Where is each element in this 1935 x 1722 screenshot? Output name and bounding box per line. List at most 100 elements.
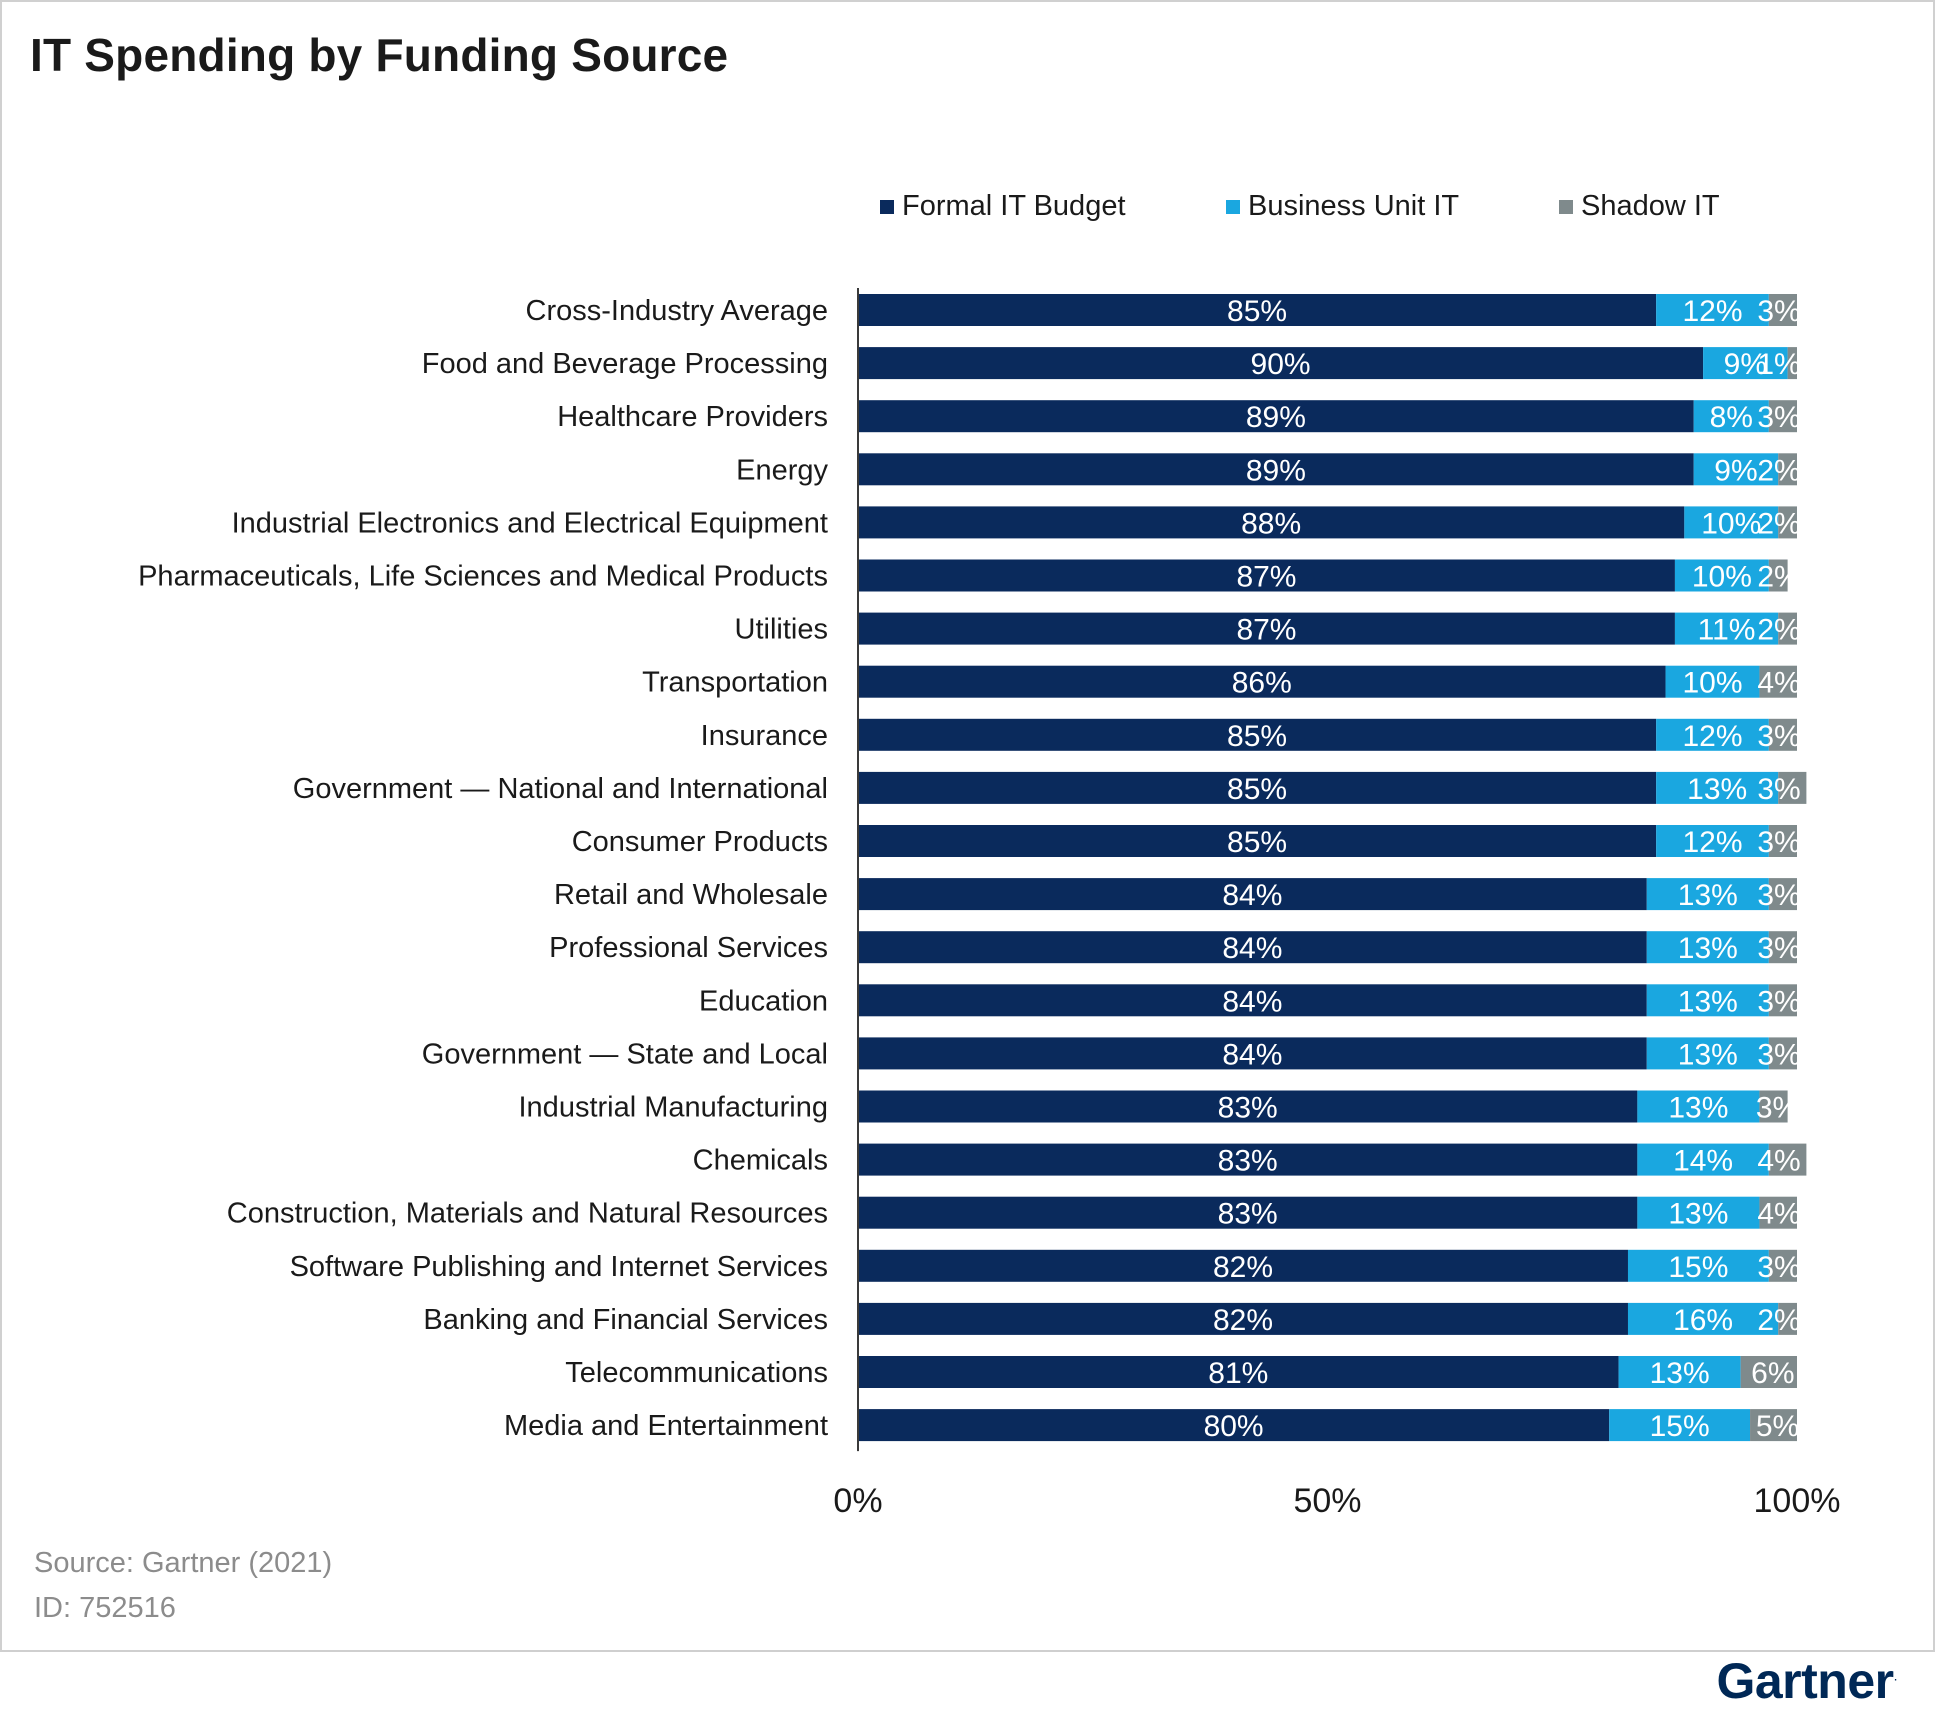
bar-shadow-it-education	[1768, 984, 1797, 1017]
data-label-shadow-it-education: 3%	[1757, 985, 1800, 1018]
category-label-industrial-electronics-and-electrical-equipment: Industrial Electronics and Electrical Eq…	[232, 507, 828, 539]
category-label-media-and-entertainment: Media and Entertainment	[504, 1410, 828, 1442]
bar-business-unit-it-industrial-manufacturing	[1637, 1090, 1760, 1123]
data-label-business-unit-it-cross-industry-average: 12%	[1682, 295, 1742, 328]
bar-business-unit-it-pharmaceuticals-life-sciences-and-medical-products	[1674, 559, 1769, 592]
bar-shadow-it-transportation	[1759, 665, 1797, 698]
data-label-shadow-it-telecommunications: 6%	[1751, 1357, 1794, 1390]
category-label-professional-services: Professional Services	[549, 932, 828, 964]
category-label-pharmaceuticals-life-sciences-and-medical-products: Pharmaceuticals, Life Sciences and Medic…	[138, 561, 828, 593]
data-label-formal-it-budget-software-publishing-and-internet-services: 82%	[1213, 1251, 1273, 1284]
bar-shadow-it-government-national-and-international	[1778, 771, 1807, 804]
data-label-business-unit-it-education: 13%	[1678, 985, 1738, 1018]
legend-swatch-business-unit-it	[1226, 199, 1240, 214]
data-label-shadow-it-food-and-beverage-processing: 1%	[1757, 348, 1800, 381]
data-label-formal-it-budget-banking-and-financial-services: 82%	[1213, 1304, 1273, 1337]
category-label-chemicals: Chemicals	[693, 1145, 828, 1177]
data-label-shadow-it-consumer-products: 3%	[1757, 826, 1800, 859]
data-label-formal-it-budget-cross-industry-average: 85%	[1227, 295, 1287, 328]
data-label-business-unit-it-utilities: 11%	[1698, 614, 1756, 647]
data-label-business-unit-it-consumer-products: 12%	[1682, 826, 1742, 859]
data-label-business-unit-it-professional-services: 13%	[1678, 932, 1738, 965]
bar-formal-it-budget-media-and-entertainment	[858, 1409, 1610, 1442]
x-tick-label-2: 100%	[1754, 1482, 1841, 1520]
chart-title: IT Spending by Funding Source	[30, 29, 729, 81]
legend-item-formal-it-budget: Formal IT Budget	[880, 190, 1126, 223]
category-label-food-and-beverage-processing: Food and Beverage Processing	[422, 348, 828, 380]
legend-label-formal-it-budget: Formal IT Budget	[902, 190, 1126, 222]
data-label-shadow-it-energy: 2%	[1757, 454, 1800, 487]
category-label-healthcare-providers: Healthcare Providers	[557, 401, 828, 433]
bar-shadow-it-insurance	[1768, 718, 1797, 751]
gartner-logo: Gartner.	[1716, 1653, 1897, 1709]
data-label-shadow-it-construction-materials-and-natural-resources: 4%	[1757, 1198, 1800, 1231]
bar-business-unit-it-software-publishing-and-internet-services	[1627, 1249, 1769, 1282]
bar-formal-it-budget-energy	[858, 453, 1694, 486]
bar-business-unit-it-insurance	[1656, 718, 1769, 751]
data-label-formal-it-budget-professional-services: 84%	[1222, 932, 1282, 965]
data-label-formal-it-budget-food-and-beverage-processing: 90%	[1251, 348, 1311, 381]
legend-label-shadow-it: Shadow IT	[1581, 190, 1720, 222]
bar-shadow-it-pharmaceuticals-life-sciences-and-medical-products	[1768, 559, 1788, 592]
bar-business-unit-it-consumer-products	[1656, 825, 1769, 857]
bar-business-unit-it-telecommunications	[1618, 1356, 1741, 1388]
data-label-shadow-it-media-and-entertainment: 5%	[1756, 1410, 1799, 1443]
bar-business-unit-it-utilities	[1674, 612, 1779, 645]
data-label-business-unit-it-transportation: 10%	[1682, 667, 1742, 700]
bar-business-unit-it-government-state-and-local	[1646, 1037, 1769, 1070]
data-label-business-unit-it-pharmaceuticals-life-sciences-and-medical-products: 10%	[1692, 561, 1752, 594]
data-label-formal-it-budget-industrial-manufacturing: 83%	[1218, 1092, 1278, 1125]
x-tick-label-1: 50%	[1293, 1482, 1361, 1520]
data-label-formal-it-budget-telecommunications: 81%	[1208, 1357, 1268, 1390]
bar-business-unit-it-education	[1646, 984, 1769, 1017]
category-label-utilities: Utilities	[735, 614, 828, 646]
bar-shadow-it-software-publishing-and-internet-services	[1768, 1249, 1797, 1282]
data-label-formal-it-budget-chemicals: 83%	[1218, 1145, 1278, 1178]
category-label-cross-industry-average: Cross-Industry Average	[526, 295, 829, 327]
x-tick-label-0: 0%	[833, 1482, 882, 1520]
data-label-shadow-it-utilities: 2%	[1757, 614, 1800, 647]
bar-shadow-it-telecommunications	[1740, 1356, 1797, 1388]
data-label-business-unit-it-construction-materials-and-natural-resources: 13%	[1668, 1198, 1728, 1231]
data-label-business-unit-it-food-and-beverage-processing: 9%	[1724, 348, 1767, 381]
data-label-shadow-it-pharmaceuticals-life-sciences-and-medical-products: 2%	[1757, 561, 1800, 594]
data-label-formal-it-budget-industrial-electronics-and-electrical-equipment: 88%	[1241, 507, 1301, 540]
bar-business-unit-it-retail-and-wholesale	[1646, 878, 1769, 911]
category-label-industrial-manufacturing: Industrial Manufacturing	[519, 1092, 829, 1124]
bar-business-unit-it-energy	[1693, 453, 1779, 486]
category-label-insurance: Insurance	[701, 720, 828, 752]
bar-shadow-it-industrial-manufacturing	[1759, 1090, 1788, 1123]
data-label-shadow-it-professional-services: 3%	[1757, 932, 1800, 965]
data-label-shadow-it-industrial-electronics-and-electrical-equipment: 2%	[1757, 507, 1800, 540]
data-label-formal-it-budget-transportation: 86%	[1232, 667, 1292, 700]
bar-shadow-it-banking-and-financial-services	[1778, 1302, 1797, 1335]
bar-business-unit-it-chemicals	[1637, 1143, 1769, 1176]
bar-shadow-it-professional-services	[1768, 931, 1797, 964]
bar-business-unit-it-construction-materials-and-natural-resources	[1637, 1196, 1760, 1229]
data-label-shadow-it-cross-industry-average: 3%	[1757, 295, 1800, 328]
data-label-business-unit-it-government-national-and-international: 13%	[1687, 773, 1747, 806]
data-label-formal-it-budget-consumer-products: 85%	[1227, 826, 1287, 859]
data-label-formal-it-budget-government-national-and-international: 85%	[1227, 773, 1287, 806]
data-label-shadow-it-retail-and-wholesale: 3%	[1757, 879, 1800, 912]
data-label-business-unit-it-government-state-and-local: 13%	[1678, 1038, 1738, 1071]
bar-formal-it-budget-pharmaceuticals-life-sciences-and-medical-products	[858, 559, 1675, 592]
legend-item-shadow-it: Shadow IT	[1559, 190, 1720, 223]
bar-shadow-it-consumer-products	[1768, 825, 1797, 857]
bar-formal-it-budget-transportation	[858, 665, 1666, 698]
data-label-business-unit-it-chemicals: 14%	[1673, 1145, 1733, 1178]
source-note: Source: Gartner (2021)	[34, 1547, 333, 1579]
brand-wordmark: Gartner	[1716, 1653, 1894, 1709]
data-label-business-unit-it-industrial-electronics-and-electrical-equipment: 10%	[1701, 507, 1761, 540]
category-label-construction-materials-and-natural-resources: Construction, Materials and Natural Reso…	[227, 1198, 828, 1230]
bar-formal-it-budget-food-and-beverage-processing	[858, 347, 1704, 380]
bar-business-unit-it-cross-industry-average	[1656, 294, 1769, 326]
data-label-formal-it-budget-insurance: 85%	[1227, 720, 1287, 753]
bar-shadow-it-food-and-beverage-processing	[1787, 347, 1797, 380]
data-label-formal-it-budget-energy: 89%	[1246, 454, 1306, 487]
data-label-formal-it-budget-education: 84%	[1222, 985, 1282, 1018]
category-label-software-publishing-and-internet-services: Software Publishing and Internet Service…	[290, 1251, 828, 1283]
data-label-shadow-it-chemicals: 4%	[1757, 1145, 1800, 1178]
bar-formal-it-budget-banking-and-financial-services	[858, 1302, 1628, 1335]
data-label-formal-it-budget-government-state-and-local: 84%	[1222, 1038, 1282, 1071]
